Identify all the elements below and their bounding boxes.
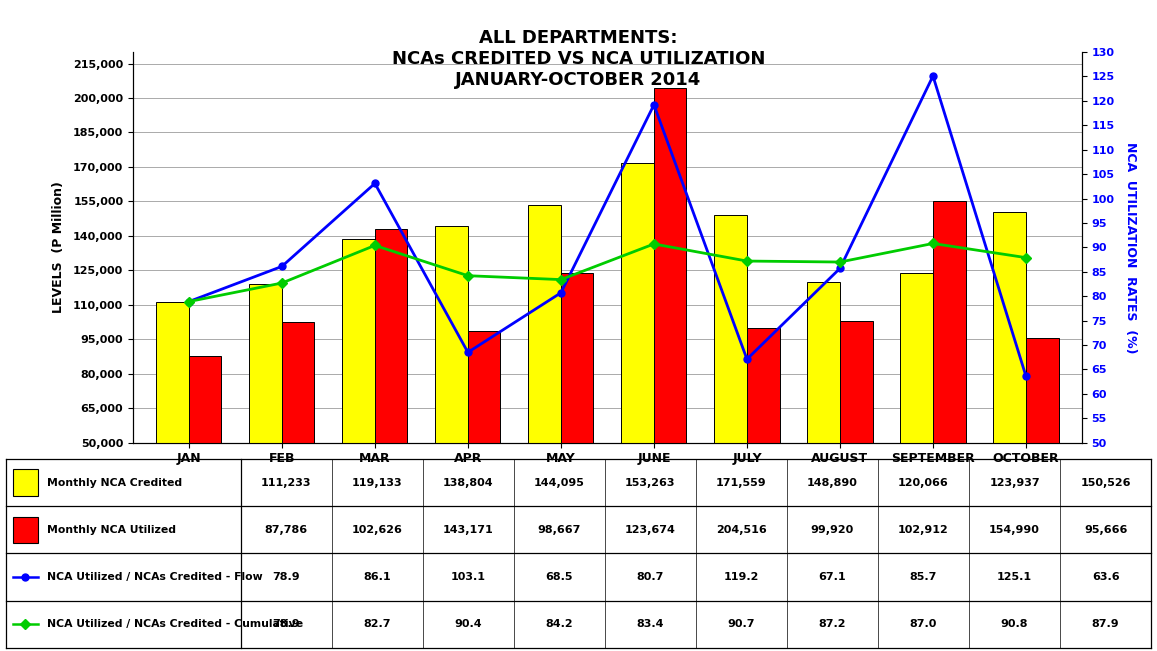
Text: 102,912: 102,912 [898, 525, 949, 534]
Bar [467, 331, 501, 557]
Bar [529, 206, 561, 557]
Bar [747, 328, 780, 557]
Bar [375, 229, 407, 557]
Text: 67.1: 67.1 [819, 572, 846, 582]
Text: 119,133: 119,133 [352, 478, 403, 488]
Text: 90.4: 90.4 [455, 619, 482, 629]
Text: 204,516: 204,516 [716, 525, 767, 534]
Text: 87.2: 87.2 [819, 619, 846, 629]
Text: 90.7: 90.7 [728, 619, 756, 629]
Bar [933, 201, 966, 557]
Text: 123,937: 123,937 [989, 478, 1040, 488]
Text: 85.7: 85.7 [909, 572, 937, 582]
Text: 87.0: 87.0 [909, 619, 937, 629]
Text: 138,804: 138,804 [443, 478, 494, 488]
Text: 120,066: 120,066 [898, 478, 949, 488]
Text: 63.6: 63.6 [1092, 572, 1120, 582]
Bar [249, 284, 282, 557]
Bar [189, 356, 221, 557]
Polygon shape [13, 516, 38, 543]
Text: 111,233: 111,233 [260, 478, 311, 488]
Text: NCA Utilized / NCAs Credited - Cumulative: NCA Utilized / NCAs Credited - Cumulativ… [47, 619, 303, 629]
Bar [840, 321, 872, 557]
Bar [808, 282, 840, 557]
Text: 78.9: 78.9 [272, 572, 300, 582]
Text: 95,666: 95,666 [1084, 525, 1127, 534]
Bar [156, 302, 189, 557]
Bar [994, 212, 1026, 557]
Text: 123,674: 123,674 [625, 525, 676, 534]
Text: 90.8: 90.8 [1001, 619, 1029, 629]
Text: 84.2: 84.2 [545, 619, 573, 629]
Text: 103.1: 103.1 [451, 572, 486, 582]
Text: 99,920: 99,920 [811, 525, 854, 534]
Text: 150,526: 150,526 [1081, 478, 1130, 488]
Bar [282, 322, 315, 557]
Text: 68.5: 68.5 [546, 572, 573, 582]
Text: 86.1: 86.1 [363, 572, 391, 582]
Y-axis label: NCA  UTILIZATION  RATES  (%): NCA UTILIZATION RATES (%) [1123, 142, 1137, 353]
Text: 98,667: 98,667 [538, 525, 581, 534]
Bar [654, 88, 686, 557]
Text: NCA Utilized / NCAs Credited - Flow: NCA Utilized / NCAs Credited - Flow [47, 572, 263, 582]
Text: 80.7: 80.7 [636, 572, 664, 582]
Text: 78.9: 78.9 [272, 619, 300, 629]
Bar [714, 215, 747, 557]
Y-axis label: LEVELS  (P Million): LEVELS (P Million) [52, 182, 65, 313]
Bar [561, 273, 594, 557]
Text: 143,171: 143,171 [443, 525, 494, 534]
Bar [621, 163, 654, 557]
Text: 153,263: 153,263 [625, 478, 676, 488]
Text: 119.2: 119.2 [724, 572, 759, 582]
Bar [900, 273, 933, 557]
Bar [342, 239, 375, 557]
Text: Monthly NCA Utilized: Monthly NCA Utilized [47, 525, 176, 534]
Text: 87.9: 87.9 [1092, 619, 1120, 629]
Polygon shape [13, 469, 38, 496]
Text: 148,890: 148,890 [808, 478, 858, 488]
Text: Monthly NCA Credited: Monthly NCA Credited [47, 478, 182, 488]
Text: 144,095: 144,095 [533, 478, 584, 488]
Text: 125.1: 125.1 [997, 572, 1032, 582]
Text: ALL DEPARTMENTS:
NCAs CREDITED VS NCA UTILIZATION
JANUARY-OCTOBER 2014: ALL DEPARTMENTS: NCAs CREDITED VS NCA UT… [392, 29, 765, 89]
Text: 171,559: 171,559 [716, 478, 767, 488]
Text: 154,990: 154,990 [989, 525, 1040, 534]
Text: 87,786: 87,786 [265, 525, 308, 534]
Text: 83.4: 83.4 [636, 619, 664, 629]
Bar [435, 227, 467, 557]
Bar [1026, 338, 1059, 557]
Text: 102,626: 102,626 [352, 525, 403, 534]
Text: 82.7: 82.7 [363, 619, 391, 629]
